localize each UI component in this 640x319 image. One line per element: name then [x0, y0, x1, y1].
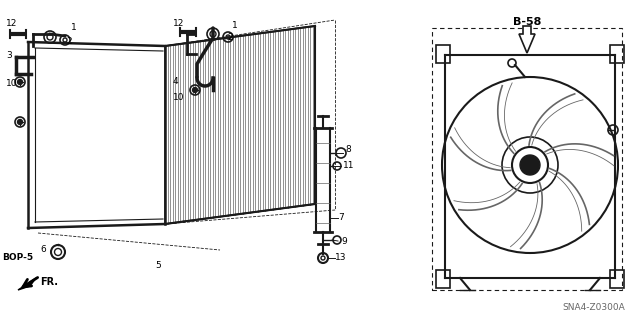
Polygon shape [519, 26, 535, 53]
Text: 12: 12 [173, 19, 184, 28]
Text: FR.: FR. [40, 277, 58, 287]
Text: BOP-5: BOP-5 [2, 254, 33, 263]
Text: 6: 6 [40, 246, 45, 255]
Circle shape [193, 87, 198, 93]
Bar [610, 270, 624, 288]
Bar [432, 28, 622, 290]
Circle shape [17, 79, 22, 85]
Text: 4: 4 [173, 78, 179, 86]
Text: 12: 12 [6, 19, 17, 28]
Text: 9: 9 [341, 236, 347, 246]
Text: 10: 10 [6, 79, 17, 88]
Text: 3: 3 [6, 51, 12, 61]
Circle shape [524, 159, 536, 171]
Text: 2: 2 [66, 36, 72, 46]
Text: 10: 10 [173, 93, 184, 101]
Text: 8: 8 [345, 145, 351, 154]
Bar [610, 45, 624, 63]
Text: 13: 13 [335, 254, 346, 263]
Bar [436, 270, 450, 288]
Circle shape [17, 120, 22, 124]
Text: 11: 11 [343, 160, 355, 169]
Text: 7: 7 [338, 213, 344, 222]
Bar [436, 45, 450, 63]
Polygon shape [18, 278, 36, 290]
Circle shape [520, 155, 540, 175]
Text: 1: 1 [71, 24, 77, 33]
Text: 2: 2 [227, 33, 232, 42]
Text: B-58: B-58 [513, 17, 541, 27]
Text: 5: 5 [155, 262, 161, 271]
Text: SNA4-Z0300A: SNA4-Z0300A [563, 303, 625, 313]
Polygon shape [165, 26, 315, 224]
Text: 1: 1 [232, 20, 237, 29]
